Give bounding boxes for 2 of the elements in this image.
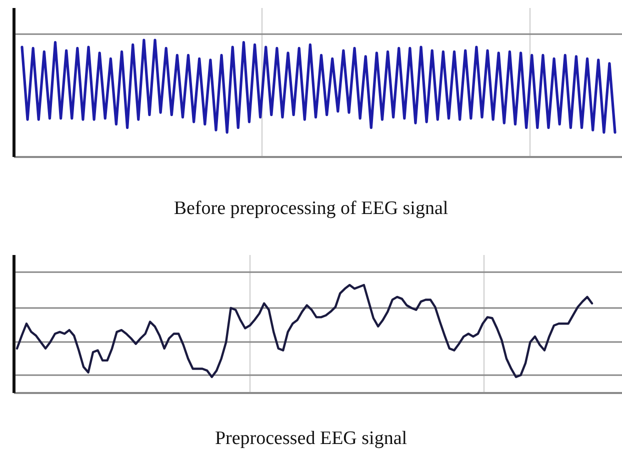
text: Before preprocessing of EEG signal xyxy=(174,198,448,219)
text: Preprocessed EEG signal xyxy=(214,428,408,449)
